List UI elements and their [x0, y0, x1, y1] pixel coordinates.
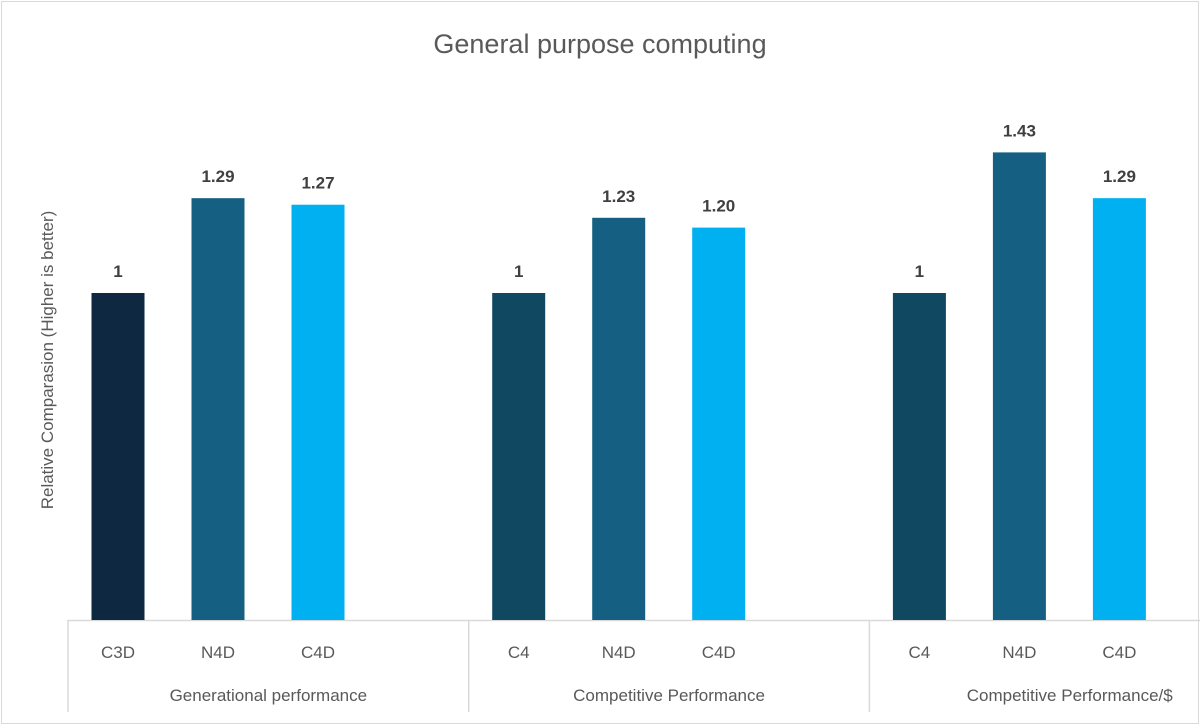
data-label: 1	[514, 262, 523, 281]
category-tick-label: C4	[508, 643, 530, 662]
data-label: 1	[113, 262, 122, 281]
data-label: 1.20	[702, 197, 735, 216]
bar	[91, 293, 145, 620]
group-label: Generational performance	[170, 686, 368, 705]
bar	[592, 217, 646, 621]
bar	[892, 293, 946, 620]
category-tick-label: C3D	[101, 643, 135, 662]
bar	[291, 204, 345, 620]
category-tick-label: C4D	[301, 643, 335, 662]
chart-title: General purpose computing	[433, 29, 766, 59]
data-label: 1.43	[1003, 121, 1036, 140]
category-tick-label: C4D	[702, 643, 736, 662]
category-tick-label: N4D	[1002, 643, 1036, 662]
bar	[191, 198, 245, 621]
data-label: 1.27	[301, 174, 334, 193]
data-label: 1.29	[1103, 167, 1136, 186]
data-label: 1.23	[602, 187, 635, 206]
category-tick-label: C4	[909, 643, 931, 662]
bar	[992, 152, 1046, 620]
category-tick-label: N4D	[201, 643, 235, 662]
data-label: 1.29	[201, 167, 234, 186]
bar	[1092, 198, 1146, 621]
category-tick-label: C4D	[1102, 643, 1136, 662]
bar	[692, 227, 746, 620]
group-label: Competitive Performance/$	[967, 686, 1174, 705]
data-label: 1	[915, 262, 924, 281]
category-tick-label: N4D	[602, 643, 636, 662]
bar	[492, 293, 546, 620]
y-axis-label: Relative Comparasion (Higher is better)	[38, 211, 57, 510]
group-label: Competitive Performance	[573, 686, 765, 705]
